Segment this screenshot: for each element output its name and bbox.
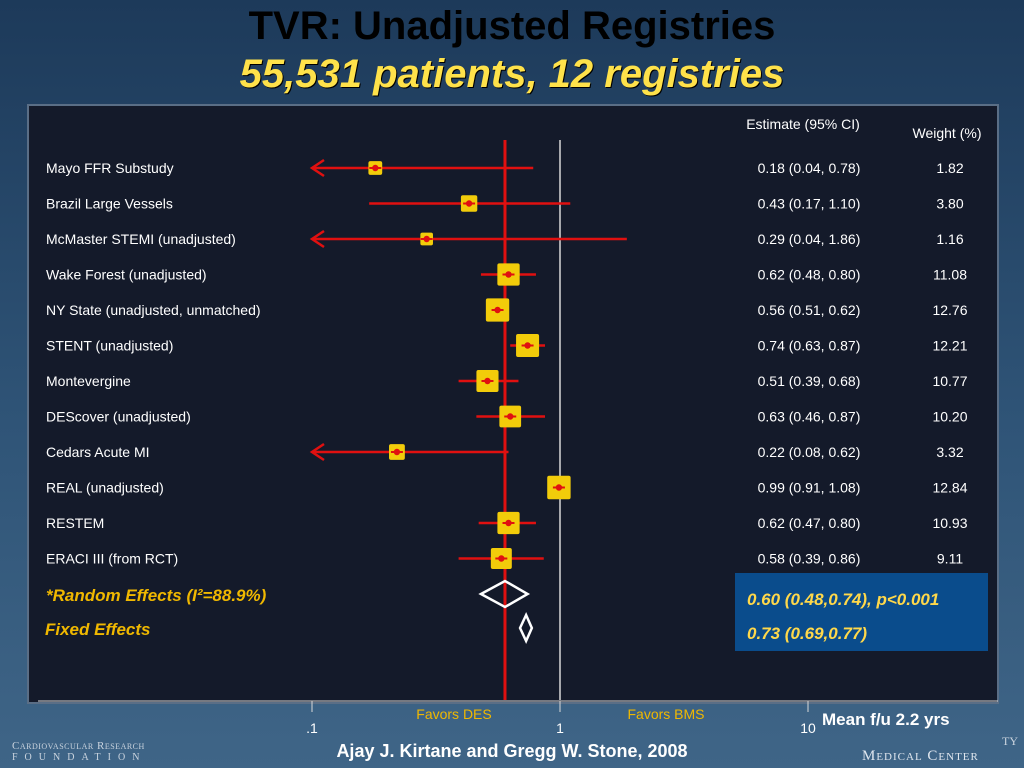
random-effects-result: 0.60 (0.48,0.74), p<0.001 <box>747 590 939 609</box>
weight-text: 3.32 <box>936 444 963 460</box>
point-estimate <box>372 164 379 172</box>
point-estimate <box>505 271 512 278</box>
estimate-text: 0.43 (0.17, 1.10) <box>758 196 861 212</box>
estimate-header: Estimate (95% CI) <box>746 116 860 132</box>
weight-text: 12.84 <box>932 480 967 496</box>
point-estimate <box>465 200 473 207</box>
x-tick-label: 1 <box>556 720 564 736</box>
slide-title: TVR: Unadjusted Registries <box>248 4 776 48</box>
summary-box <box>735 573 988 651</box>
study-label: DEScover (unadjusted) <box>46 409 191 425</box>
point-estimate <box>507 413 514 420</box>
estimate-text: 0.58 (0.39, 0.86) <box>758 551 861 567</box>
medical-center-logo-edge: TY <box>1002 734 1018 748</box>
random-effects-label: *Random Effects (I²=88.9%) <box>46 586 267 605</box>
point-estimate <box>484 377 491 385</box>
weight-header: Weight (%) <box>913 125 982 141</box>
ci-arrow <box>309 229 325 249</box>
estimate-text: 0.51 (0.39, 0.68) <box>758 373 861 389</box>
study-label: RESTEM <box>46 515 104 531</box>
estimate-text: 0.62 (0.47, 0.80) <box>758 515 861 531</box>
estimate-text: 0.22 (0.08, 0.62) <box>758 444 861 460</box>
study-label: Mayo FFR Substudy <box>46 160 174 176</box>
study-label: McMaster STEMI (unadjusted) <box>46 231 236 247</box>
estimate-text: 0.18 (0.04, 0.78) <box>758 160 861 176</box>
point-estimate <box>555 484 563 491</box>
slide-subtitle: 55,531 patients, 12 registries <box>239 52 785 96</box>
study-label: Montevergine <box>46 373 131 389</box>
fixed-effects-result: 0.73 (0.69,0.77) <box>747 624 867 643</box>
ci-arrow <box>309 158 325 178</box>
estimate-text: 0.56 (0.51, 0.62) <box>758 302 861 318</box>
weight-text: 10.20 <box>932 409 967 425</box>
ci-arrow <box>309 442 325 462</box>
weight-text: 10.77 <box>932 373 967 389</box>
weight-text: 1.16 <box>936 231 963 247</box>
favors-bms-label: Favors BMS <box>627 706 704 722</box>
weight-text: 9.11 <box>937 551 963 567</box>
point-estimate <box>498 555 505 562</box>
weight-text: 12.76 <box>932 302 967 318</box>
estimate-text: 0.63 (0.46, 0.87) <box>758 409 861 425</box>
summary-diamond <box>518 611 534 645</box>
study-label: STENT (unadjusted) <box>46 338 173 354</box>
point-estimate <box>505 519 512 527</box>
point-estimate <box>524 342 531 349</box>
weight-text: 10.93 <box>932 515 967 531</box>
weight-text: 1.82 <box>936 160 963 176</box>
x-tick-label: .1 <box>306 720 318 736</box>
fixed-effects-label: Fixed Effects <box>45 620 151 639</box>
study-label: Brazil Large Vessels <box>46 196 173 212</box>
study-label: NY State (unadjusted, unmatched) <box>46 302 261 318</box>
weight-text: 3.80 <box>936 196 963 212</box>
estimate-text: 0.74 (0.63, 0.87) <box>758 338 861 354</box>
study-label: ERACI III (from RCT) <box>46 551 178 567</box>
estimate-text: 0.62 (0.48, 0.80) <box>758 267 861 283</box>
summary-diamond <box>478 579 531 609</box>
favors-des-label: Favors DES <box>416 706 491 722</box>
mean-followup-label: Mean f/u 2.2 yrs <box>822 710 950 729</box>
study-label: REAL (unadjusted) <box>46 480 164 496</box>
weight-text: 12.21 <box>932 338 967 354</box>
crf-logo: Cardiovascular Research FOUNDATION <box>12 740 146 764</box>
point-estimate <box>423 235 430 243</box>
study-label: Cedars Acute MI <box>46 444 150 460</box>
study-label: Wake Forest (unadjusted) <box>46 267 207 283</box>
citation: Ajay J. Kirtane and Gregg W. Stone, 2008 <box>336 741 688 761</box>
medical-center-logo: Medical Center <box>862 748 979 764</box>
weight-text: 11.08 <box>933 267 967 283</box>
crf-logo-line2: FOUNDATION <box>12 752 147 763</box>
point-estimate <box>494 306 501 314</box>
crf-logo-line1: Cardiovascular Research <box>12 740 145 752</box>
estimate-text: 0.99 (0.91, 1.08) <box>758 480 861 496</box>
estimate-text: 0.29 (0.04, 1.86) <box>758 231 861 247</box>
x-tick-label: 10 <box>800 720 816 736</box>
point-estimate <box>393 448 401 456</box>
